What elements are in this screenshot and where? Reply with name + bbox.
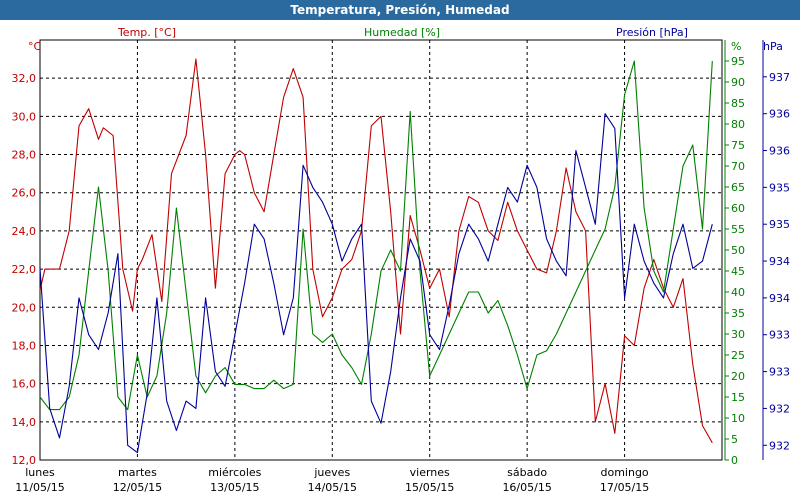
pressure-tick-label: 935	[769, 181, 790, 194]
plot-border	[39, 39, 723, 461]
humidity-tick-label: 70	[731, 160, 745, 173]
temp-tick-label: 24,0	[12, 225, 37, 238]
temp-tick-label: 20,0	[12, 301, 37, 314]
x-tick-day: viernes	[410, 466, 450, 479]
temp-tick-label: 30,0	[12, 110, 37, 123]
chart: 12,0 14,0 16,0 18,0 20,0 22,0 24,0 26,0 28,0 30,0…	[12, 26, 791, 494]
humidity-tick-label: 75	[731, 139, 745, 152]
x-tick-date: 11/05/15	[15, 481, 64, 494]
x-tick-date: 17/05/15	[600, 481, 649, 494]
pressure-tick-label: 932	[769, 402, 790, 415]
humidity-tick-label: 95	[731, 55, 745, 68]
pressure-tick-label: 937	[769, 71, 790, 84]
axis-labels: 12,0 14,0 16,0 18,0 20,0 22,0 24,0 26,0 28,0 30,0…	[12, 26, 791, 494]
x-tick-day: domingo	[600, 466, 648, 479]
temp-tick-label: 22,0	[12, 263, 37, 276]
x-tick-date: 16/05/15	[502, 481, 551, 494]
pressure-tick-label: 934	[769, 255, 790, 268]
humidity-tick-label: 90	[731, 76, 745, 89]
series-name-temperature: Temp. [°C]	[117, 26, 176, 39]
x-tick-day: miércoles	[208, 466, 261, 479]
x-tick-day: martes	[118, 466, 157, 479]
x-tick-day: lunes	[25, 466, 55, 479]
humidity-tick-label: 40	[731, 286, 745, 299]
humidity-tick-label: 45	[731, 265, 745, 278]
humidity-tick-label: 15	[731, 391, 745, 404]
humidity-tick-label: 10	[731, 412, 745, 425]
humidity-tick-label: 65	[731, 181, 745, 194]
humidity-tick-label: 20	[731, 370, 745, 383]
humidity-tick-label: 5	[731, 433, 738, 446]
series-lines	[39, 58, 713, 454]
series-line-pressure	[39, 113, 713, 454]
temp-unit-label: °C	[28, 40, 42, 53]
humidity-tick-label: 80	[731, 118, 745, 131]
window-title: Temperatura, Presión, Humedad	[0, 0, 800, 20]
x-tick-date: 13/05/15	[210, 481, 259, 494]
x-tick-date: 15/05/15	[405, 481, 454, 494]
temp-tick-label: 14,0	[12, 416, 37, 429]
pressure-tick-label: 936	[769, 145, 790, 158]
pressure-tick-label: 932	[769, 439, 790, 452]
humidity-tick-label: 85	[731, 97, 745, 110]
humidity-tick-label: 30	[731, 328, 745, 341]
humidity-tick-label: 60	[731, 202, 745, 215]
pressure-unit-label: hPa	[763, 40, 783, 53]
humidity-tick-label: 0	[731, 454, 738, 467]
x-tick-day: sábado	[507, 466, 547, 479]
x-tick-date: 14/05/15	[308, 481, 357, 494]
temp-tick-label: 32,0	[12, 72, 37, 85]
pressure-tick-label: 933	[769, 366, 790, 379]
series-line-humidity	[39, 60, 713, 411]
humidity-unit-label: %	[731, 40, 741, 53]
x-tick-date: 12/05/15	[113, 481, 162, 494]
temp-tick-label: 16,0	[12, 378, 37, 391]
temp-tick-label: 28,0	[12, 149, 37, 162]
pressure-tick-label: 936	[769, 108, 790, 121]
humidity-tick-label: 55	[731, 223, 745, 236]
humidity-tick-label: 25	[731, 349, 745, 362]
pressure-tick-label: 934	[769, 292, 790, 305]
temp-tick-label: 18,0	[12, 339, 37, 352]
x-tick-day: jueves	[313, 466, 350, 479]
series-name-pressure: Presión [hPa]	[616, 26, 688, 39]
grid	[40, 40, 722, 460]
pressure-tick-label: 935	[769, 218, 790, 231]
pressure-tick-label: 933	[769, 329, 790, 342]
temp-tick-label: 26,0	[12, 187, 37, 200]
temp-tick-label: 12,0	[12, 454, 37, 467]
humidity-tick-label: 50	[731, 244, 745, 257]
humidity-tick-label: 35	[731, 307, 745, 320]
axes	[39, 39, 767, 461]
series-name-humidity: Humedad [%]	[364, 26, 440, 39]
